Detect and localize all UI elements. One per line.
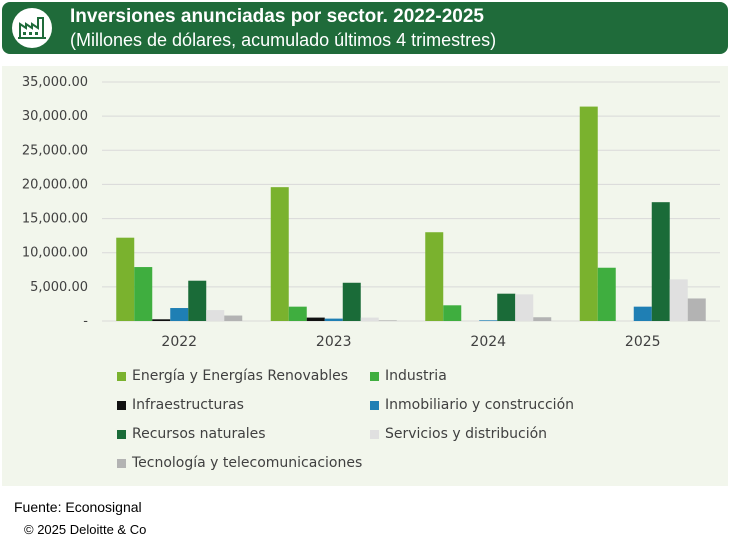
y-tick-label: 5,000.00 xyxy=(30,280,88,295)
legend-item: Recursos naturales xyxy=(117,426,266,442)
bar xyxy=(324,318,343,321)
legend-label: Recursos naturales xyxy=(132,426,266,442)
legend-item: Inmobiliario y construcción xyxy=(370,397,574,413)
legend-item: Tecnología y telecomunicaciones xyxy=(117,455,362,471)
legend-label: Industria xyxy=(385,368,447,384)
bar xyxy=(360,317,379,321)
bar xyxy=(152,319,171,321)
bar xyxy=(134,267,153,321)
y-tick-label: 15,000.00 xyxy=(22,212,88,227)
bar xyxy=(669,279,688,321)
bar xyxy=(515,294,534,321)
legend-swatch xyxy=(117,429,126,439)
copyright-note: © 2025 Deloitte & Co xyxy=(24,522,147,537)
legend-swatch xyxy=(117,371,126,381)
bar xyxy=(288,306,307,321)
legend-label: Energía y Energías Renovables xyxy=(132,368,349,384)
bar xyxy=(306,317,325,321)
bar xyxy=(224,315,243,321)
legend-label: Servicios y distribución xyxy=(385,426,548,442)
factory-icon xyxy=(12,8,52,48)
legend-swatch xyxy=(370,371,379,381)
bar xyxy=(342,282,361,321)
bar xyxy=(378,320,397,321)
y-tick-label: 10,000.00 xyxy=(22,246,88,261)
bar-chart: - 5,000.00 10,000.00 15,000.00 20,000.00 25,0… xyxy=(22,75,720,350)
bar xyxy=(443,305,462,321)
y-tick-label: 35,000.00 xyxy=(22,75,88,90)
chart-legend: Energía y Energías Renovables Industria In… xyxy=(2,66,728,486)
legend-item: Servicios y distribución xyxy=(370,426,547,442)
bar xyxy=(188,280,207,321)
chart-subtitle: (Millones de dólares, acumulado últimos … xyxy=(70,30,497,50)
bar xyxy=(170,308,189,321)
bar xyxy=(425,232,444,321)
chart-panel: - 5,000.00 10,000.00 15,000.00 20,000.00 25,0… xyxy=(2,66,728,486)
y-tick-label: 30,000.00 xyxy=(22,109,88,124)
bar xyxy=(651,202,670,321)
bar xyxy=(270,187,289,321)
y-tick-label: - xyxy=(83,314,88,329)
bar xyxy=(116,237,135,321)
x-tick-label: 2024 xyxy=(470,334,506,350)
bar xyxy=(206,310,225,321)
bar xyxy=(497,293,516,321)
bar xyxy=(579,106,598,321)
legend-swatch xyxy=(370,429,379,439)
legend-item: Industria xyxy=(370,368,447,384)
legend-swatch xyxy=(370,400,379,410)
bar xyxy=(479,320,498,321)
legend-swatch xyxy=(117,458,126,468)
x-tick-label: 2022 xyxy=(161,334,197,350)
legend-swatch xyxy=(117,400,126,410)
x-tick-label: 2025 xyxy=(625,334,661,350)
chart-title: Inversiones anunciadas por sector. 2022-… xyxy=(70,6,484,27)
legend-label: Inmobiliario y construcción xyxy=(385,397,575,413)
bar xyxy=(633,306,652,321)
y-tick-label: 25,000.00 xyxy=(22,143,88,158)
x-tick-label: 2023 xyxy=(316,334,352,350)
bar xyxy=(597,267,616,321)
legend-label: Infraestructuras xyxy=(132,397,244,413)
legend-label: Tecnología y telecomunicaciones xyxy=(132,455,363,471)
legend-item: Energía y Energías Renovables xyxy=(117,368,348,384)
bar xyxy=(687,298,706,321)
title-banner: Inversiones anunciadas por sector. 2022-… xyxy=(2,2,728,54)
legend-item: Infraestructuras xyxy=(117,397,244,413)
source-note: Fuente: Econosignal xyxy=(14,499,142,515)
bar xyxy=(533,317,552,321)
y-tick-label: 20,000.00 xyxy=(22,177,88,192)
